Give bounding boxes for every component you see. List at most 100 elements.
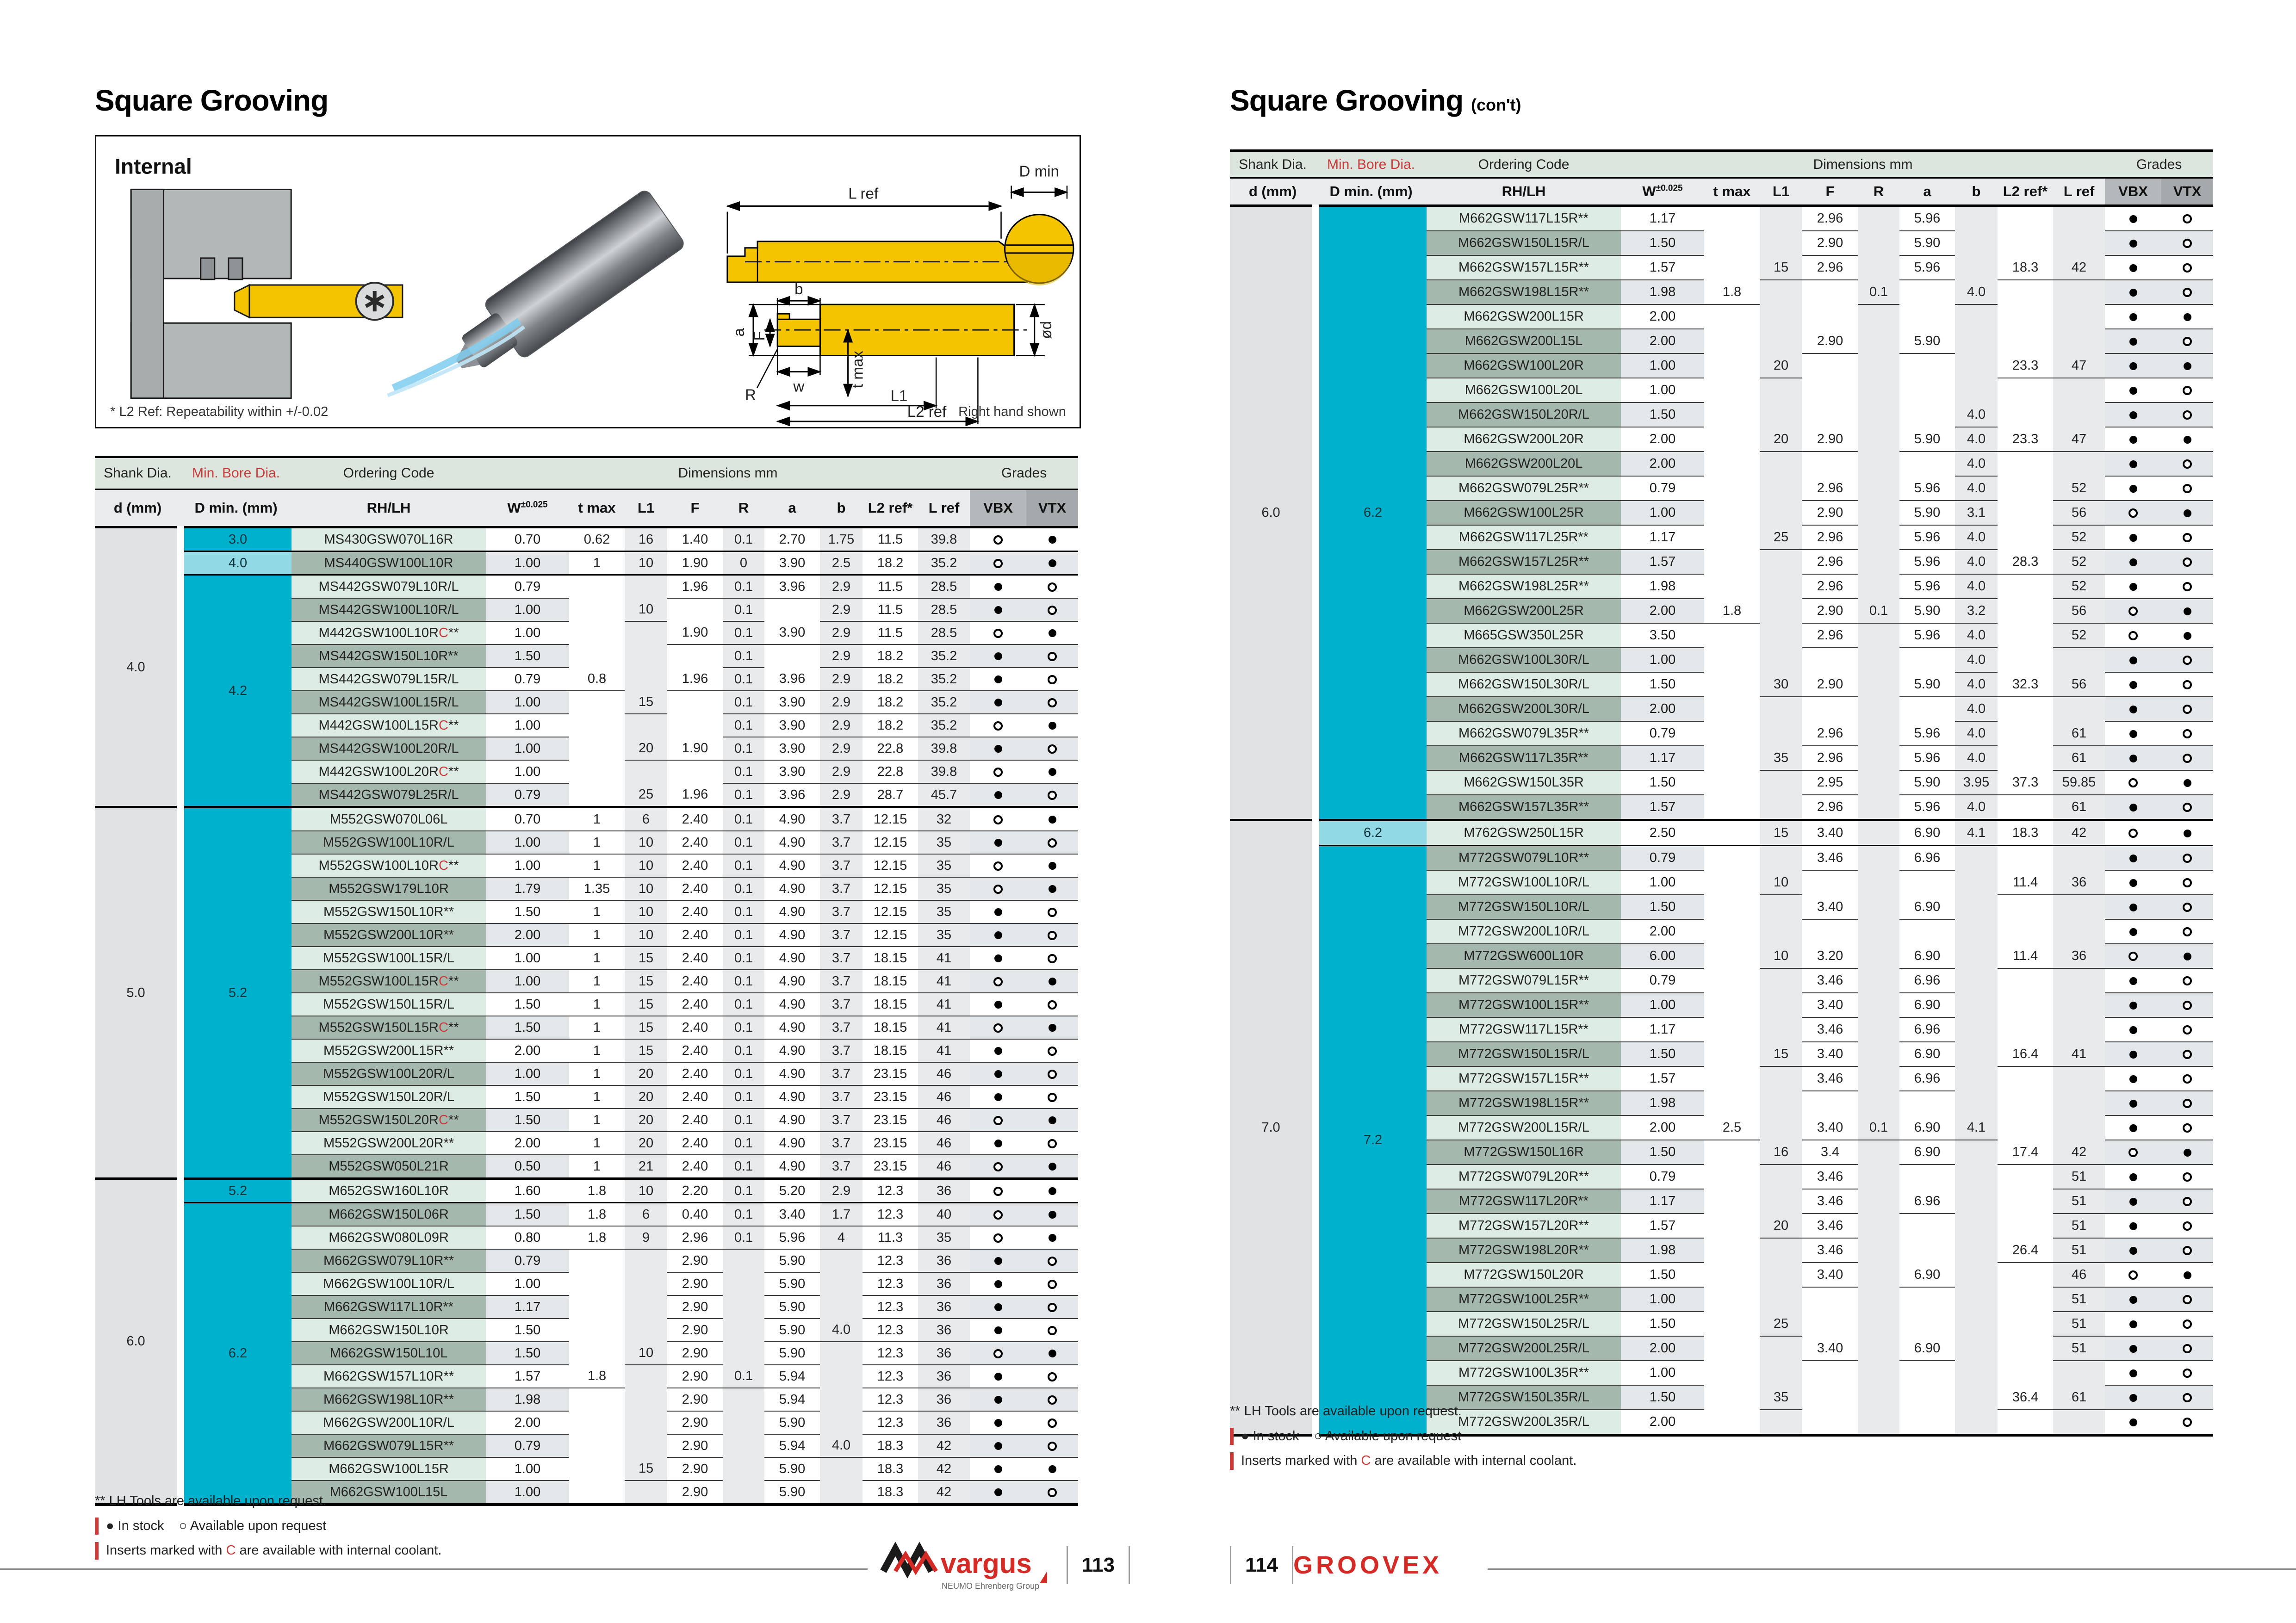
table-row: M772GSW200L25R/L 2.00 3.40 6.90 51	[1230, 1336, 2214, 1361]
cell-l1	[625, 1319, 667, 1342]
cell-ordering-code: M772GSW200L10R/L	[1427, 919, 1621, 944]
table-row: M662GSW198L15R** 1.98 1.8 0.1 4.0	[1230, 280, 2214, 305]
table-row: 6.0 5.2 M652GSW160L10R 1.60 1.8 10 2.20 0.1 5.20…	[95, 1177, 1079, 1505]
cell-l1	[625, 621, 667, 644]
table-row: M662GSW150L15R/L 1.50 2.90 5.90	[1230, 231, 2214, 256]
table-row: M662GSW157L10R** 1.57 1.8 2.90 0.1 5.94 12.3 36	[95, 1365, 1079, 1388]
cell-grade-vtx	[1026, 970, 1079, 993]
available-dot	[2128, 778, 2138, 788]
available-dot	[993, 721, 1003, 731]
table-row: M662GSW079L25R** 0.79 2.96 5.96 4.0 52	[1230, 476, 2214, 501]
cell-r	[1858, 1214, 1899, 1238]
available-dot	[1048, 907, 1057, 917]
cell-lref: 52	[2053, 525, 2105, 550]
cell-r	[1858, 1385, 1899, 1410]
cell-lref: 47	[2053, 427, 2105, 452]
cell-a: 5.90	[1899, 329, 1955, 354]
available-dot	[1048, 1372, 1057, 1381]
cell-w: 1.17	[1621, 1189, 1704, 1214]
cell-grade-vbx	[2105, 770, 2162, 795]
cell-a: 6.90	[1899, 1042, 1955, 1067]
cell-lref	[2053, 1115, 2105, 1140]
table-row: M662GSW117L10R** 1.17 2.90 5.90 12.3 36	[95, 1295, 1079, 1319]
in-stock-dot	[1048, 722, 1056, 730]
cell-f: 3.40	[1802, 1115, 1858, 1140]
in-stock-dot	[2183, 509, 2191, 517]
cell-grade-vtx	[2161, 403, 2214, 427]
cell-w: 1.60	[486, 1177, 569, 1203]
cell-grade-vbx	[970, 1295, 1027, 1319]
cell-l1	[625, 1249, 667, 1272]
cell-grade-vtx	[1026, 760, 1079, 784]
dim-label-w: w	[793, 378, 804, 396]
technical-diagram: Internal	[95, 135, 1081, 428]
in-stock-dot	[1048, 768, 1056, 776]
cell-grade-vtx	[2161, 231, 2214, 256]
cell-grade-vtx	[2161, 1385, 2214, 1410]
cell-grade-vbx	[2105, 1115, 2162, 1140]
cell-tmax: 1	[569, 854, 625, 878]
cell-a	[1899, 378, 1955, 403]
cell-grade-vbx	[2105, 1238, 2162, 1263]
cell-l1	[625, 644, 667, 668]
cell-grade-vtx	[1026, 1177, 1079, 1203]
cell-r	[1858, 525, 1899, 550]
cell-tmax	[569, 1342, 625, 1365]
cell-ordering-code: M772GSW200L25R/L	[1427, 1336, 1621, 1361]
cell-l2ref: 18.3	[863, 1481, 918, 1505]
cell-grade-vbx	[970, 1249, 1027, 1273]
cell-f: 2.40	[667, 970, 723, 993]
cell-w: 1.00	[1621, 870, 1704, 895]
cell-tmax	[1704, 1410, 1760, 1435]
cell-tmax: 1.8	[1704, 599, 1760, 624]
cell-f: 2.90	[1802, 231, 1858, 256]
cell-ordering-code: MS442GSW150L10R**	[292, 644, 486, 668]
cell-f: 2.96	[1802, 525, 1858, 550]
cell-grade-vtx	[2161, 944, 2214, 969]
cell-grade-vtx	[1026, 900, 1079, 924]
cell-ordering-code: M662GSW200L20R	[1427, 427, 1621, 452]
cell-tmax	[1704, 968, 1760, 993]
in-stock-dot	[2129, 656, 2137, 664]
column-header: L1	[625, 489, 667, 528]
cell-f: 2.90	[1802, 427, 1858, 452]
cell-grade-vtx	[2161, 845, 2214, 871]
in-stock-dot	[994, 1257, 1002, 1265]
cell-l2ref	[1998, 403, 2053, 427]
cell-l2ref: 23.3	[1998, 427, 2053, 452]
cell-grade-vtx	[1026, 1481, 1079, 1505]
cell-w: 1.98	[1621, 1091, 1704, 1116]
coolant-marker: C	[1361, 1453, 1371, 1468]
dim-label-a: a	[731, 328, 748, 337]
cell-w: 0.79	[1621, 968, 1704, 993]
cell-r	[1858, 672, 1899, 697]
table-row: M552GSW200L20R** 2.00 1 20 2.40 0.1 4.90 3.7 23.…	[95, 1132, 1079, 1155]
in-stock-dot	[2129, 1050, 2137, 1059]
available-dot	[1048, 790, 1057, 800]
table-body: 6.0 6.2 M662GSW117L15R** 1.17 2.96 5.96 M662GS…	[1230, 205, 2214, 1436]
cell-tmax	[1704, 672, 1760, 697]
table-row: M772GSW157L15R** 1.57 3.46 6.96	[1230, 1066, 2214, 1091]
in-stock-dot	[994, 1280, 1002, 1288]
cell-ordering-code: M662GSW150L20R/L	[1427, 403, 1621, 427]
column-header: t max	[1704, 178, 1760, 207]
cell-ordering-code: M552GSW150L15RC**	[292, 1016, 486, 1040]
cell-r	[1858, 1189, 1899, 1214]
cell-f	[1802, 1091, 1858, 1115]
cell-tmax: 1.8	[569, 1365, 625, 1388]
cell-f: 3.46	[1802, 1238, 1858, 1263]
cell-b	[1955, 1189, 1998, 1214]
cell-lref: 41	[918, 1039, 970, 1063]
available-dot	[2183, 337, 2192, 347]
cell-w: 0.79	[1621, 1165, 1704, 1189]
in-stock-dot	[2183, 779, 2191, 787]
cell-l1	[625, 1295, 667, 1319]
cell-lref	[2053, 231, 2105, 255]
cell-r	[1858, 721, 1899, 746]
available-dot	[2183, 1099, 2192, 1109]
cell-l1	[1760, 1017, 1802, 1042]
cell-b: 3.7	[820, 1109, 863, 1132]
cell-ordering-code: M552GSW050L21R	[292, 1155, 486, 1179]
cell-w: 0.79	[486, 1249, 569, 1273]
cell-grade-vtx	[1026, 1411, 1079, 1435]
